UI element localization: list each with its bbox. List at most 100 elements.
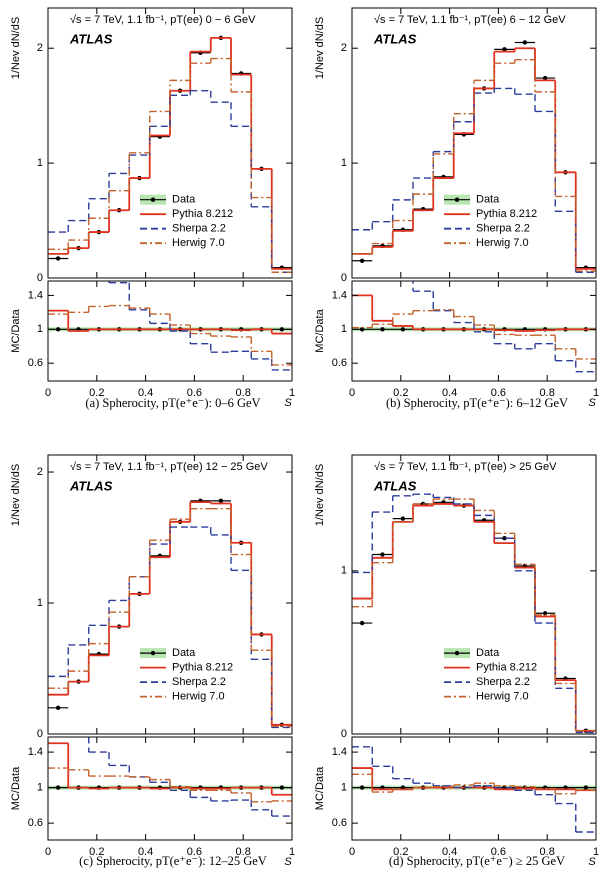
- ratio-y-axis-label: MC/Data: [10, 766, 22, 810]
- data-point: [400, 516, 406, 521]
- main-frame: [47, 7, 293, 279]
- legend-label: Herwig 7.0: [476, 237, 529, 249]
- ratio-y-tick-label: 1: [341, 323, 347, 335]
- legend-swatch: [454, 650, 460, 656]
- plot-title: √s = 7 TeV, 1.1 fb⁻¹, pT(ee) 6 − 12 GeV: [374, 14, 566, 26]
- legend-swatch: [150, 197, 156, 202]
- data-point: [279, 327, 285, 332]
- legend-label: Herwig 7.0: [172, 237, 225, 249]
- data-point: [522, 40, 528, 45]
- caption: (b) Spherocity, pT(e⁺e⁻): 6–12 GeV: [386, 396, 568, 410]
- experiment-label: ATLAS: [69, 31, 113, 46]
- ratio-frame: [351, 736, 597, 841]
- data-point: [279, 785, 285, 790]
- y-axis-label: 1/Nev dN/dS: [314, 464, 326, 526]
- y-tick-label: 1: [37, 597, 43, 609]
- main-frame: [47, 454, 293, 735]
- y-tick-label: 0: [37, 728, 43, 740]
- caption: (c) Spherocity, pT(e⁺e⁻): 12–25 GeV: [79, 854, 267, 868]
- legend-label: Data: [172, 194, 196, 206]
- ratio-plot: [352, 281, 596, 373]
- experiment-label: ATLAS: [69, 478, 113, 493]
- panel: 0 1 2 0.6 1 1.4 0 0.2 0.4 0.6 0.8 1 √s = 7 TeV, 1.1 …: [10, 7, 295, 410]
- data-point: [542, 75, 548, 81]
- experiment-label: ATLAS: [373, 478, 417, 493]
- x-tick-label: 1: [289, 846, 295, 858]
- x-axis-label: S: [588, 397, 596, 409]
- panel: 0 1 2 0.6 1 1.4 0 0.2 0.4 0.6 0.8 1 √s = 7 TeV, 1.1 …: [10, 454, 295, 868]
- panel: 0 1 2 0.6 1 1.4 0 0.2 0.4 0.6 0.8 1 √s = 7 TeV, 1.1 …: [314, 7, 599, 410]
- ratio-y-axis-label: MC/Data: [10, 308, 22, 352]
- main-plot: [352, 493, 596, 734]
- data-point: [55, 705, 61, 711]
- y-tick-label: 0: [341, 728, 347, 740]
- x-axis-label: S: [284, 856, 292, 868]
- plot-title: √s = 7 TeV, 1.1 fb⁻¹, pT(ee) 12 − 25 GeV: [70, 461, 268, 473]
- legend-label: Data: [476, 194, 500, 206]
- ratio-y-tick-label: 0.6: [28, 357, 43, 369]
- ratio-frame: [47, 280, 293, 382]
- ratio-y-tick-label: 1: [37, 782, 43, 794]
- ratio-plot: [48, 737, 292, 817]
- legend-label: Pythia 8.212: [476, 208, 537, 220]
- y-tick-label: 0: [341, 272, 347, 284]
- legend-label: Pythia 8.212: [172, 208, 233, 220]
- data-point: [583, 785, 589, 790]
- ratio-plot: [48, 281, 292, 371]
- data-point: [359, 258, 365, 263]
- caption: (d) Spherocity, pT(e⁺e⁻) ≥ 25 GeV: [389, 854, 565, 868]
- data-point: [502, 536, 507, 541]
- x-tick-label: 0.2: [393, 846, 408, 858]
- x-tick-label: 0.4: [442, 387, 457, 399]
- ratio-frame: [351, 280, 597, 382]
- x-tick-label: 0: [45, 846, 51, 858]
- main-frame: [351, 7, 597, 279]
- legend-label: Herwig 7.0: [172, 690, 225, 702]
- data-point: [359, 785, 365, 790]
- legend-label: Data: [172, 647, 196, 659]
- y-axis-label: 1/Nev dN/dS: [314, 17, 326, 79]
- legend-label: Sherpa 2.2: [172, 676, 226, 688]
- caption: (a) Spherocity, pT(e⁺e⁻): 0–6 GeV: [85, 396, 260, 410]
- ratio-y-tick-label: 1.4: [332, 289, 347, 301]
- ratio-y-tick-label: 0.6: [28, 817, 43, 829]
- panel: 0 1 0.6 1 1.4 0 0.2 0.4 0.6 0.8 1 √s = 7 TeV, 1.1 f…: [314, 454, 599, 868]
- plot-title: √s = 7 TeV, 1.1 fb⁻¹, pT(ee) > 25 GeV: [374, 461, 557, 473]
- legend-swatch: [454, 197, 460, 202]
- ratio-y-axis-label: MC/Data: [314, 308, 326, 352]
- x-tick-label: 0.4: [442, 846, 457, 858]
- data-point: [359, 620, 365, 626]
- x-tick-label: 0.8: [236, 846, 251, 858]
- ratio-y-tick-label: 0.6: [332, 817, 347, 829]
- main-plot: [48, 498, 292, 729]
- data-point: [380, 327, 385, 332]
- y-tick-label: 2: [37, 42, 43, 54]
- y-tick-label: 1: [37, 157, 43, 169]
- main-frame: [351, 454, 597, 735]
- legend-label: Pythia 8.212: [476, 661, 537, 673]
- ratio-y-tick-label: 0.6: [332, 357, 347, 369]
- x-tick-label: 1: [593, 387, 599, 399]
- legend-label: Sherpa 2.2: [476, 676, 530, 688]
- x-axis-label: S: [284, 397, 292, 409]
- legend-label: Sherpa 2.2: [476, 223, 530, 235]
- x-tick-label: 1: [593, 846, 599, 858]
- ratio-y-tick-label: 1: [37, 323, 43, 335]
- ratio-y-axis-label: MC/Data: [314, 766, 326, 810]
- main-plot: [352, 40, 596, 273]
- ratio-y-tick-label: 1.4: [28, 289, 43, 301]
- y-axis-label: 1/Nev dN/dS: [10, 17, 22, 79]
- data-point: [55, 256, 61, 261]
- y-tick-label: 2: [341, 42, 347, 54]
- ratio-y-tick-label: 1.4: [332, 746, 347, 758]
- y-tick-label: 1: [341, 157, 347, 169]
- x-tick-label: 0.2: [89, 387, 104, 399]
- data-point: [55, 785, 61, 790]
- plot-title: √s = 7 TeV, 1.1 fb⁻¹, pT(ee) 0 − 6 GeV: [70, 14, 256, 26]
- x-tick-label: 0: [349, 846, 355, 858]
- legend-label: Pythia 8.212: [172, 661, 233, 673]
- x-tick-label: 0.8: [540, 387, 555, 399]
- ratio-y-tick-label: 1.4: [28, 746, 43, 758]
- main-plot: [48, 35, 292, 273]
